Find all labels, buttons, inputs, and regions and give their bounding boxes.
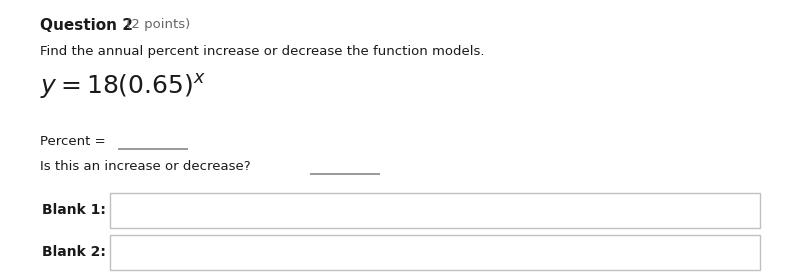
Text: Find the annual percent increase or decrease the function models.: Find the annual percent increase or decr…: [40, 45, 485, 58]
Text: $y = 18(0.65)^{x}$: $y = 18(0.65)^{x}$: [40, 72, 206, 101]
Text: Blank 2:: Blank 2:: [42, 246, 106, 260]
FancyBboxPatch shape: [110, 193, 760, 228]
Text: Blank 1:: Blank 1:: [42, 204, 106, 218]
Text: Question 2: Question 2: [40, 18, 133, 33]
Text: (2 points): (2 points): [122, 18, 190, 31]
Text: Is this an increase or decrease?: Is this an increase or decrease?: [40, 160, 259, 173]
Text: Percent =: Percent =: [40, 135, 110, 148]
FancyBboxPatch shape: [110, 235, 760, 270]
